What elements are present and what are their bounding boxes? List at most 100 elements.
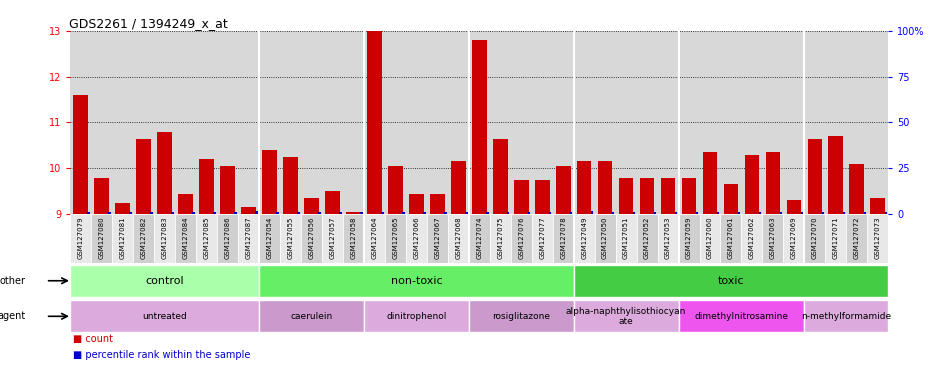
Bar [381, 212, 383, 214]
Bar [569, 212, 572, 214]
Bar [318, 212, 320, 214]
Bar [87, 212, 90, 214]
Bar [178, 194, 193, 214]
Text: dimethylnitrosamine: dimethylnitrosamine [694, 312, 787, 321]
Bar [468, 214, 490, 263]
Bar [615, 214, 636, 263]
Text: GSM127054: GSM127054 [266, 217, 272, 259]
Bar [447, 214, 468, 263]
Bar [192, 212, 195, 214]
Bar [695, 212, 697, 214]
Bar [157, 132, 172, 214]
Text: ■ count: ■ count [73, 334, 113, 344]
Bar [91, 214, 112, 263]
Text: GSM127075: GSM127075 [497, 217, 503, 259]
Bar [472, 40, 486, 214]
Bar [845, 214, 867, 263]
Text: GSM127080: GSM127080 [98, 217, 105, 259]
Bar [573, 265, 887, 297]
Bar [137, 139, 151, 214]
Bar [591, 210, 592, 214]
Bar [807, 139, 821, 214]
Text: GSM127051: GSM127051 [622, 217, 628, 259]
Bar [262, 150, 276, 214]
Bar [388, 166, 402, 214]
Bar [280, 214, 300, 263]
Bar [506, 212, 509, 214]
Text: GSM127071: GSM127071 [832, 217, 838, 259]
Bar [803, 300, 887, 332]
Text: non-toxic: non-toxic [390, 276, 442, 286]
Text: GSM127061: GSM127061 [727, 217, 733, 259]
Bar [486, 212, 488, 214]
Bar [636, 214, 657, 263]
Bar [133, 214, 154, 263]
Bar [405, 214, 427, 263]
Bar [304, 198, 318, 214]
Text: GSM127055: GSM127055 [287, 217, 293, 259]
Bar [827, 136, 842, 214]
Bar [409, 194, 423, 214]
Text: alpha-naphthylisothiocyan
ate: alpha-naphthylisothiocyan ate [565, 306, 685, 326]
Bar [821, 212, 824, 214]
Bar [70, 300, 258, 332]
Text: rosiglitazone: rosiglitazone [491, 312, 549, 321]
Text: GSM127072: GSM127072 [853, 217, 859, 259]
Bar [171, 212, 174, 214]
Bar [720, 214, 740, 263]
Bar [199, 159, 213, 214]
Bar [552, 214, 573, 263]
Bar [151, 212, 153, 214]
Text: GSM127079: GSM127079 [78, 217, 83, 259]
Text: dinitrophenol: dinitrophenol [386, 312, 446, 321]
Text: other: other [0, 276, 25, 286]
Bar [217, 214, 238, 263]
Text: ■ percentile rank within the sample: ■ percentile rank within the sample [73, 350, 250, 360]
Text: GSM127063: GSM127063 [769, 217, 775, 259]
Text: GSM127067: GSM127067 [434, 217, 440, 259]
Text: GSM127081: GSM127081 [120, 217, 125, 259]
Bar [220, 166, 235, 214]
Bar [234, 212, 237, 214]
Bar [825, 214, 845, 263]
Bar [492, 139, 507, 214]
Bar [674, 212, 677, 214]
Bar [112, 214, 133, 263]
Text: GSM127062: GSM127062 [748, 217, 754, 259]
Bar [737, 212, 739, 214]
Text: toxic: toxic [717, 276, 743, 286]
Bar [300, 214, 322, 263]
Bar [402, 212, 404, 214]
Bar [196, 214, 217, 263]
Bar [73, 95, 88, 214]
Text: GSM127059: GSM127059 [685, 217, 692, 259]
Bar [863, 212, 865, 214]
Bar [468, 300, 573, 332]
Bar [367, 31, 381, 214]
Text: GSM127082: GSM127082 [140, 217, 147, 259]
Bar [359, 212, 362, 214]
Text: GSM127049: GSM127049 [580, 217, 587, 259]
Bar [343, 214, 363, 263]
Bar [345, 212, 360, 214]
Text: GSM127086: GSM127086 [225, 217, 230, 259]
Bar [464, 212, 467, 214]
Bar [70, 265, 258, 297]
Bar [555, 166, 570, 214]
Text: GSM127087: GSM127087 [245, 217, 251, 259]
Text: GSM127070: GSM127070 [811, 217, 817, 259]
Bar [639, 177, 653, 214]
Text: GSM127074: GSM127074 [475, 217, 482, 259]
Bar [276, 212, 279, 214]
Bar [385, 214, 405, 263]
Text: GSM127084: GSM127084 [183, 217, 188, 259]
Text: GSM127056: GSM127056 [308, 217, 314, 259]
Bar [716, 212, 719, 214]
Bar [258, 300, 363, 332]
Bar [744, 155, 758, 214]
Text: GSM127066: GSM127066 [413, 217, 419, 259]
Bar [632, 212, 635, 214]
Text: GSM127053: GSM127053 [665, 217, 670, 259]
Bar [430, 194, 445, 214]
Bar [527, 212, 530, 214]
